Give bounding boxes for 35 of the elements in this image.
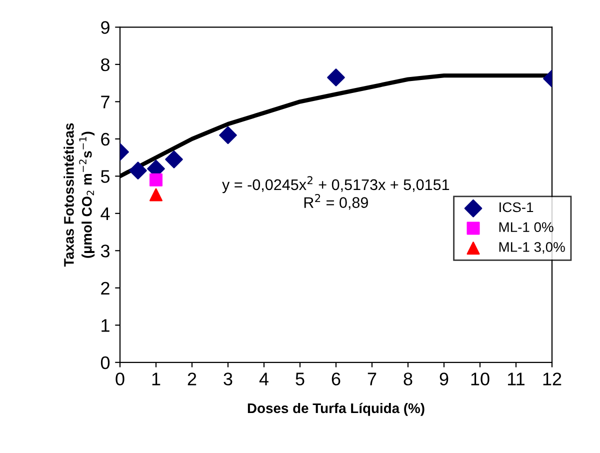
y-tick-label: 1 <box>102 319 110 332</box>
annotation: y = -0,0245x$^{2}$ + 0,5173x + 5,0151 <box>222 176 450 194</box>
legend-label: ML-1 3,0% <box>499 242 565 254</box>
y-tick-label: 8 <box>101 58 110 72</box>
point <box>149 188 163 202</box>
y-tick-label: 2 <box>101 282 110 294</box>
x-tick-label: 5 <box>296 372 304 386</box>
x-tick-label: 9 <box>440 372 448 386</box>
y-tick-label: 3 <box>100 244 110 258</box>
x-tick-label: 0 <box>116 372 124 386</box>
x-tick-label: 11 <box>508 372 524 386</box>
y-tick-label: 4 <box>100 208 110 220</box>
x-tick-label: 3 <box>224 372 232 386</box>
x-tick-label: 2 <box>188 372 196 386</box>
y-tick-label: 6 <box>101 132 110 146</box>
y-tick-label: 5 <box>100 170 110 183</box>
x-tick-label: 4 <box>259 372 268 386</box>
x-tick-label: 8 <box>404 372 412 386</box>
y-tick-label: 7 <box>101 96 110 108</box>
x-axis-title: Doses de Turfa Líquida (%) <box>248 402 424 416</box>
annotation: R$^{2}$ = 0,89 <box>304 194 368 210</box>
legend-label: ICS-1 <box>500 202 534 212</box>
x-tick-label: 1 <box>152 372 160 386</box>
point <box>149 173 163 186</box>
point <box>165 150 183 168</box>
x-tick-label: 10 <box>471 372 490 386</box>
x-tick-label: 7 <box>368 372 376 386</box>
x-tick-label: 6 <box>332 372 340 386</box>
y-tick-label: 9 <box>101 21 110 34</box>
x-tick-label: 12 <box>543 372 562 386</box>
point <box>219 126 237 144</box>
legend-label: ML-1 0% <box>499 222 554 232</box>
y-axis-title: Taxas Fotossintéticas (μmol CO$_{2}$ m$^{−2}$s$^{−1}$) <box>64 123 95 267</box>
y-tick-label: 0 <box>100 356 110 370</box>
point <box>129 162 147 180</box>
